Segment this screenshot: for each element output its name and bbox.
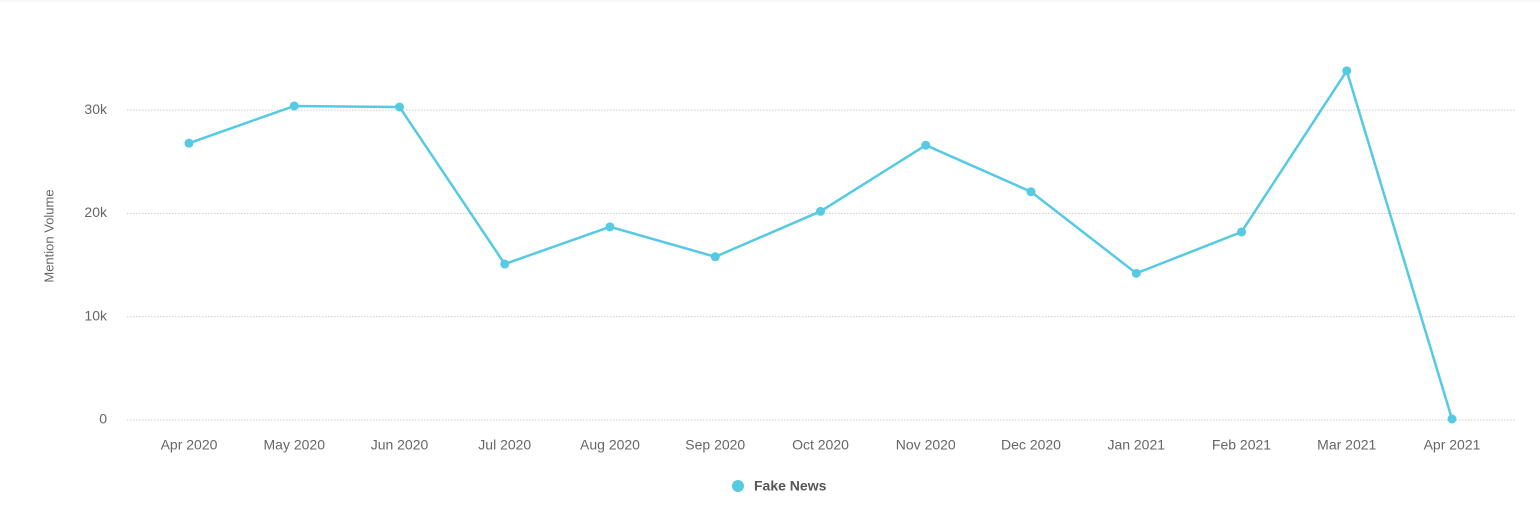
data-point <box>1342 66 1352 76</box>
x-tick-label: Jan 2021 <box>1107 437 1165 453</box>
series-line <box>188 67 1454 420</box>
x-tick-label: Nov 2020 <box>896 437 956 453</box>
x-tick-label: Apr 2021 <box>1424 437 1481 453</box>
x-tick-label: Jun 2020 <box>371 437 429 453</box>
x-tick-label: May 2020 <box>264 437 326 453</box>
data-point <box>1237 227 1246 237</box>
legend-swatch <box>732 480 744 492</box>
x-tick-label: Mar 2021 <box>1317 437 1376 453</box>
data-point <box>500 259 510 269</box>
x-tick-label: Aug 2020 <box>580 437 640 453</box>
x-tick-label: Jul 2020 <box>478 437 531 453</box>
x-tick-label: Sep 2020 <box>685 437 745 453</box>
data-point <box>1131 268 1141 278</box>
y-axis-label: Mention Volume <box>41 189 56 282</box>
data-point <box>921 140 931 150</box>
data-point <box>184 138 194 148</box>
data-point <box>710 252 720 262</box>
y-tick-label: 20k <box>84 204 108 220</box>
data-point <box>816 206 825 216</box>
data-point <box>395 102 404 112</box>
y-tick-label: 30k <box>84 101 108 117</box>
legend-label: Fake News <box>754 478 827 494</box>
data-point <box>1026 187 1036 197</box>
data-point <box>289 101 299 111</box>
x-tick-label: Oct 2020 <box>792 437 849 453</box>
x-tick-label: Feb 2021 <box>1212 437 1271 453</box>
x-tick-label: Apr 2020 <box>161 437 218 453</box>
y-tick-label: 10k <box>84 307 108 323</box>
data-point <box>1447 414 1457 424</box>
y-tick-label: 0 <box>99 411 107 427</box>
data-point <box>605 222 615 232</box>
x-tick-label: Dec 2020 <box>1001 437 1061 453</box>
